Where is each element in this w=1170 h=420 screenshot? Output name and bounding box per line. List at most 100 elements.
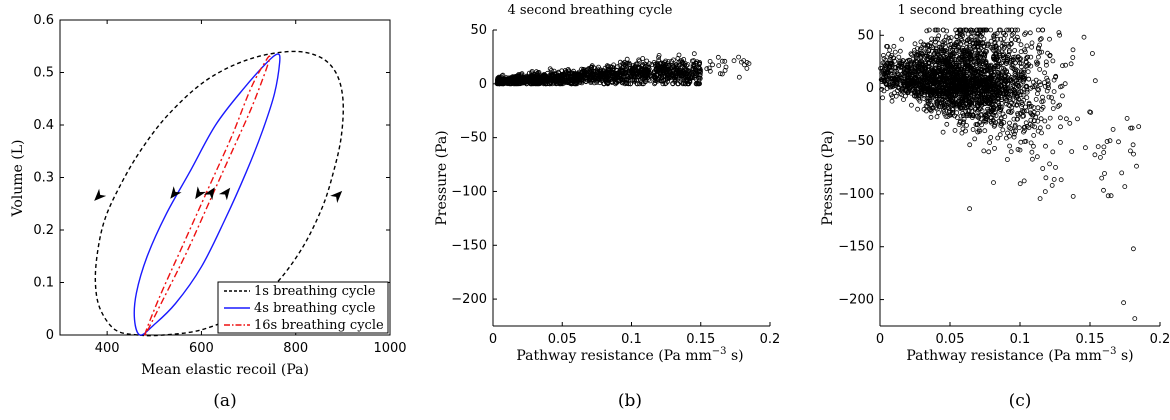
panel-c-point xyxy=(923,108,929,114)
panel-c-point xyxy=(1020,114,1025,119)
panel-c-point xyxy=(1012,48,1017,53)
panel-c-point xyxy=(960,120,966,126)
panel-c-point xyxy=(966,90,972,96)
panel-c-point xyxy=(1042,189,1048,195)
panel-c-point xyxy=(1025,69,1031,75)
panel-c-point xyxy=(1044,88,1050,94)
panel-c-point xyxy=(1098,154,1103,160)
panel-c-point xyxy=(1053,164,1058,170)
panel-b-point xyxy=(640,67,646,73)
panel-c-point xyxy=(963,73,969,79)
panel-b-point xyxy=(576,76,582,82)
panel-c-point xyxy=(960,126,966,132)
panel-c-point xyxy=(921,41,926,47)
panel-c-point xyxy=(941,75,947,81)
panel-b-point xyxy=(710,62,715,68)
panel-b-point xyxy=(646,77,652,82)
panel-c-point xyxy=(1003,60,1009,66)
panel-c-point xyxy=(1067,120,1073,126)
panel-c-point xyxy=(1012,124,1018,130)
panel-b-xtick-label: 0.2 xyxy=(760,332,781,347)
panel-c-point xyxy=(991,180,996,186)
panel-c-point xyxy=(1016,96,1021,102)
panel-c-point xyxy=(988,27,994,33)
panel-c-point xyxy=(1003,91,1009,97)
panel-c-point xyxy=(976,99,982,105)
panel-b-point xyxy=(643,72,649,77)
panel-b-point xyxy=(651,74,656,79)
panel-b-point xyxy=(693,71,699,76)
panel-c-point xyxy=(965,37,971,43)
panel-c-point xyxy=(883,63,889,69)
panel-c-point xyxy=(1037,37,1043,42)
panel-c-point xyxy=(996,45,1002,51)
panel-b-point xyxy=(565,77,571,83)
panel-c-point xyxy=(934,84,940,90)
panel-c-point xyxy=(986,149,992,155)
panel-c-point xyxy=(943,50,949,56)
panel-c-point xyxy=(918,82,924,88)
panel-c-point xyxy=(1009,32,1015,38)
panel-c-point xyxy=(961,113,966,119)
panel-c-point xyxy=(884,44,889,49)
panel-c-point xyxy=(1012,122,1018,128)
panel-b-point xyxy=(507,81,513,86)
panel-c-point xyxy=(961,86,967,92)
panel-c-point xyxy=(925,63,931,69)
panel-c-point xyxy=(1006,92,1012,98)
panel-c-point xyxy=(970,112,976,118)
panel-c-point xyxy=(901,67,907,73)
panel-c-point xyxy=(1010,97,1016,103)
panel-c-point xyxy=(1020,102,1025,107)
panel-c-point xyxy=(934,114,940,120)
panel-b-point xyxy=(675,56,681,61)
panel-c-point xyxy=(979,122,984,128)
panel-b-point xyxy=(707,59,713,64)
panel-c-point xyxy=(1028,85,1034,91)
panel-b-point xyxy=(670,81,675,86)
panel-c-point xyxy=(1059,83,1065,89)
panel-c-point xyxy=(1009,37,1014,42)
panel-b-point xyxy=(599,78,604,83)
panel-c-point xyxy=(1006,102,1012,108)
panel-b-point xyxy=(500,81,506,87)
panel-c-point xyxy=(960,105,965,111)
panel-c-point xyxy=(989,115,994,120)
panel-c-point xyxy=(1032,124,1037,130)
panel-a-ytick-label: 0 xyxy=(46,328,54,343)
panel-a: 400 600 800 1000 0 0.1 0.2 0.3 0.4 0.5 0.6 1s brea… xyxy=(10,13,407,411)
panel-c-point xyxy=(962,95,967,100)
panel-c-point xyxy=(994,57,1000,62)
series-line-16s xyxy=(144,55,271,336)
panel-c-point xyxy=(1022,139,1027,145)
panel-c-point xyxy=(881,88,887,94)
panel-c-caption: (c) xyxy=(1009,391,1032,411)
panel-c-point xyxy=(1015,27,1021,33)
panel-c-point xyxy=(914,66,919,71)
panel-c-point xyxy=(1014,85,1019,90)
panel-c-point xyxy=(1015,73,1020,79)
panel-c-point xyxy=(1057,32,1062,38)
panel-c-point xyxy=(919,50,925,56)
panel-c-point xyxy=(1070,55,1076,60)
panel-c-point xyxy=(954,69,959,74)
panel-c-point xyxy=(996,77,1002,82)
panel-c-point xyxy=(929,57,934,62)
panel-b-ytick-label: 50 xyxy=(470,23,487,38)
panel-c-point xyxy=(1014,93,1019,99)
direction-arrow xyxy=(203,187,215,201)
panel-c-point xyxy=(981,148,987,154)
panel-c-point xyxy=(990,92,996,98)
panel-c-point xyxy=(1058,115,1063,121)
panel-c-point xyxy=(1083,145,1088,151)
panel-c-point xyxy=(958,105,964,111)
panel-c-point xyxy=(1035,46,1041,52)
panel-c-point xyxy=(932,90,938,96)
panel-b-title: 4 second breathing cycle xyxy=(507,3,672,18)
panel-c-point xyxy=(948,68,954,74)
panel-c-point xyxy=(940,129,946,135)
panel-c-point xyxy=(994,51,999,56)
panel-c-point xyxy=(1021,108,1027,114)
legend: 1s breathing cycle 4s breathing cycle 16… xyxy=(217,281,389,334)
panel-c-point xyxy=(911,93,917,99)
